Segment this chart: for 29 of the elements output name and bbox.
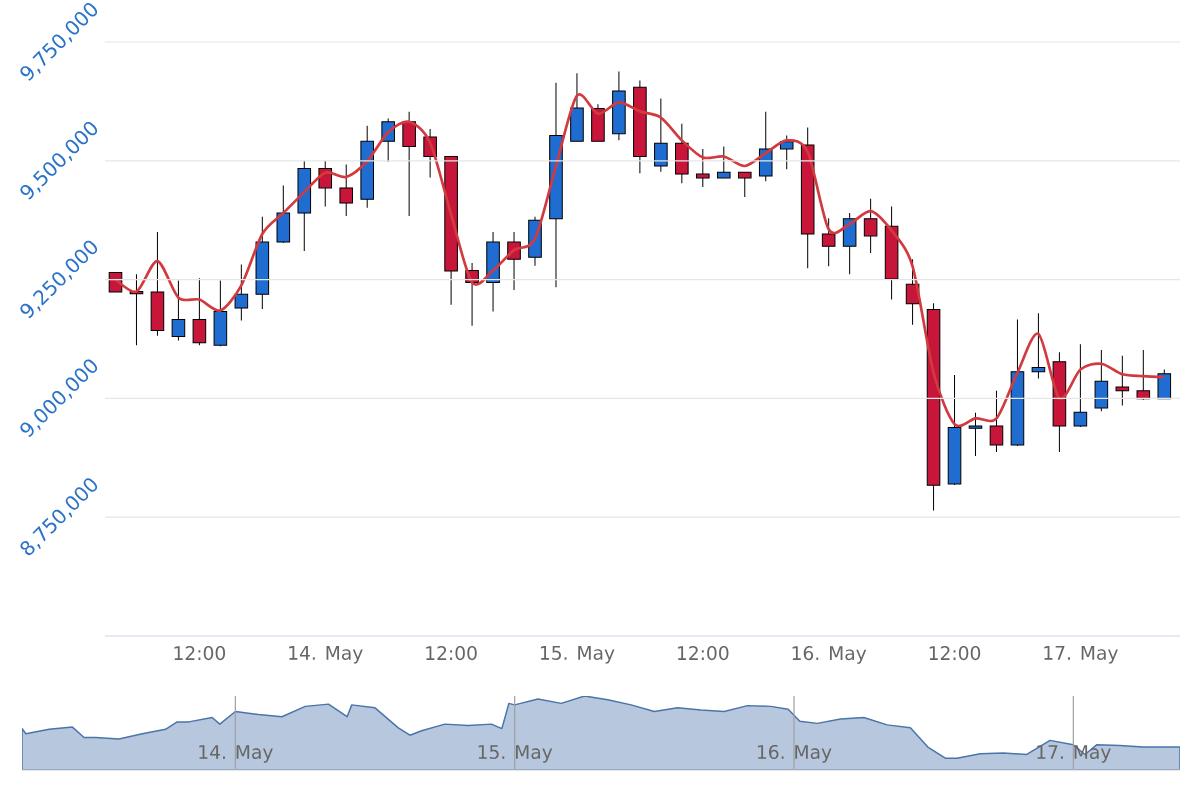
x-tick-label: 14. May — [199, 745, 273, 763]
x-tick-label: 17. May — [1037, 745, 1111, 763]
candlestick — [696, 148, 710, 188]
candlestick — [192, 277, 207, 346]
x-tick-label: 15. May — [540, 646, 615, 664]
candlestick — [339, 164, 354, 217]
x-tick-label: 14. May — [289, 646, 363, 664]
candlestick — [171, 280, 186, 341]
candlestick — [1136, 349, 1151, 401]
candlestick — [234, 263, 249, 321]
candlestick — [863, 198, 878, 254]
x-tick-label: 15. May — [478, 745, 553, 763]
candlestick — [821, 217, 836, 267]
x-tick-label: 12:00 — [929, 646, 981, 661]
x-tick-label: 12:00 — [677, 646, 729, 661]
x-tick-label: 17. May — [1044, 646, 1118, 664]
candlestick — [737, 171, 752, 198]
candlestick — [717, 146, 731, 179]
x-tick-label: 12:00 — [174, 646, 226, 661]
x-tick-label: 12:00 — [426, 646, 477, 661]
candlestick — [1031, 312, 1046, 379]
candlestick — [1073, 343, 1088, 428]
candlestick — [989, 390, 1004, 453]
x-tick-label: 16. May — [792, 646, 867, 664]
candlestick — [654, 98, 668, 173]
candlestick — [968, 412, 983, 457]
candlestick — [779, 135, 794, 170]
x-tick-label: 16. May — [757, 744, 832, 763]
candlestick — [1115, 355, 1130, 407]
